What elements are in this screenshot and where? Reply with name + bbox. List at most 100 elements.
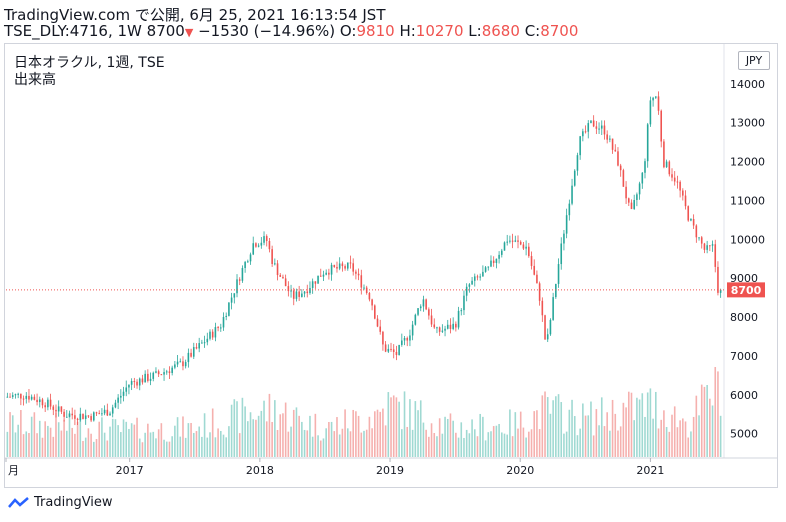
price-axis: 5000 6000 7000 8000 9000 10000 11000 12000 13000… (730, 78, 765, 441)
candle-body (290, 290, 292, 292)
candle-body (314, 281, 317, 284)
candle-body (236, 279, 238, 294)
candle-body (460, 310, 463, 312)
candle-body (301, 293, 303, 297)
low-label: L: (468, 22, 482, 40)
volume-bar (595, 409, 598, 457)
footer-brand: TradingView (8, 495, 113, 510)
volume-layer (6, 367, 722, 457)
price-change: −1530 (−14.96%) (198, 22, 336, 40)
candle-body (152, 372, 155, 379)
high-label: H: (399, 22, 416, 40)
candle-body (79, 413, 82, 421)
candle-body (222, 316, 225, 328)
chart-legend: 日本オラクル, 1週, TSE 出来高 (14, 55, 165, 89)
volume-bar (592, 435, 595, 457)
candle-body (587, 123, 590, 132)
candle-body (644, 161, 646, 173)
volume-bar (719, 415, 722, 457)
volume-bar (357, 415, 360, 457)
volume-bar (184, 437, 187, 457)
candle-body (436, 327, 438, 329)
volume-bar (690, 431, 692, 457)
candle-body (11, 395, 14, 397)
candle-body (579, 136, 581, 156)
candle-body (595, 126, 598, 129)
candle-body (106, 409, 109, 416)
candle-body (374, 305, 376, 319)
candle-body (438, 327, 441, 332)
candle-body (217, 327, 219, 329)
candle-body (479, 276, 481, 278)
candle-body (506, 241, 508, 243)
volume-bar (409, 399, 411, 457)
candle-body (600, 125, 603, 129)
volume-bar (363, 430, 365, 457)
volume-bar (101, 417, 103, 457)
candle-body (401, 340, 403, 345)
candle-body (482, 271, 484, 277)
candle-body (268, 241, 271, 250)
volume-bar (117, 425, 119, 457)
volume-bar (490, 431, 492, 457)
volume-bar (160, 423, 163, 457)
volume-bar (509, 409, 511, 457)
candle-body (249, 254, 252, 262)
volume-bar (57, 422, 60, 457)
candle-body (190, 352, 192, 357)
candle-body (625, 186, 627, 199)
candle-body (149, 378, 152, 381)
candle-body (71, 413, 73, 416)
candle-body (525, 246, 527, 249)
candle-body (563, 233, 565, 244)
volume-bar (79, 418, 82, 457)
volume-bar (355, 411, 357, 457)
candle-body (417, 308, 419, 315)
volume-bar (536, 410, 538, 457)
volume-bar (187, 423, 190, 457)
candle-body (52, 406, 55, 410)
candle-body (652, 97, 654, 101)
candle-body (533, 265, 536, 275)
candle-body (6, 396, 9, 398)
candle-body (657, 96, 660, 111)
volume-bar (557, 394, 560, 457)
candle-body (514, 240, 517, 242)
volume-bar (63, 419, 65, 457)
candle-body (103, 409, 106, 414)
volume-bar (265, 421, 268, 457)
candle-body (133, 381, 136, 383)
candle-body (646, 124, 649, 162)
volume-bar (65, 430, 68, 457)
volume-bar (517, 428, 519, 457)
volume-bar (446, 418, 449, 457)
volume-bar (684, 421, 687, 457)
candle-body (492, 260, 495, 263)
volume-bar (295, 407, 298, 457)
candle-body (473, 276, 476, 281)
candle-body (384, 344, 387, 352)
candle-body (176, 361, 179, 365)
volume-bar (322, 438, 325, 457)
candle-body (230, 297, 233, 303)
volume-bar (90, 433, 92, 457)
volume-bar (374, 411, 376, 457)
volume-bar (230, 404, 233, 457)
candle-body (87, 415, 90, 417)
volume-bar (274, 400, 276, 457)
currency-button[interactable]: JPY (738, 51, 770, 70)
volume-bar (17, 424, 19, 457)
candle-body (41, 399, 44, 406)
candle-body (414, 314, 417, 325)
candle-body (328, 272, 330, 275)
candle-body (663, 141, 665, 168)
volume-bar (290, 426, 292, 457)
volume-bar (417, 410, 419, 457)
volume-bar (209, 432, 211, 457)
candle-body (111, 407, 114, 414)
volume-bar (192, 432, 195, 457)
volume-bar (530, 429, 533, 457)
volume-bar (165, 441, 168, 457)
volume-bar (625, 407, 627, 457)
